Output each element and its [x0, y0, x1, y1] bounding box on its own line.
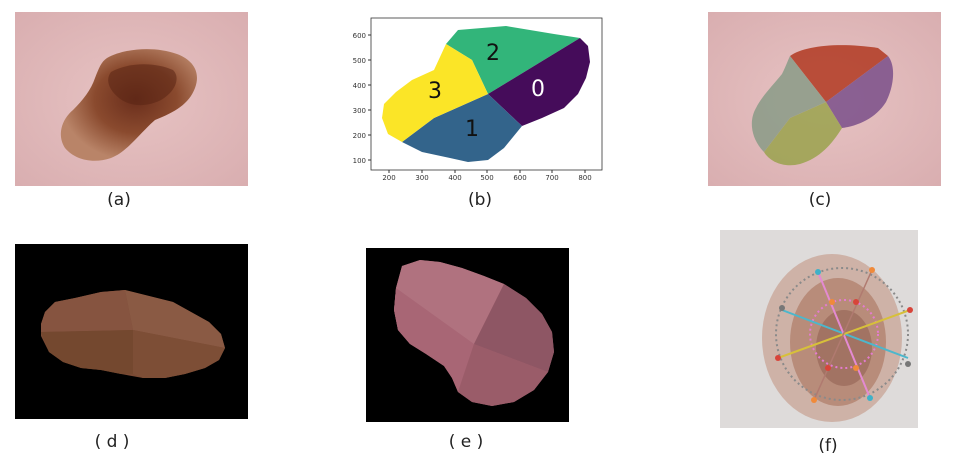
panel-a-lesion-photo	[15, 12, 248, 186]
panel-d-masked-lesion	[15, 244, 248, 419]
masked-lesion-pink	[394, 260, 554, 406]
caption-a: (a)	[107, 190, 131, 210]
y-tick-500: 500	[353, 57, 366, 65]
panel-c-overlay-photo	[708, 12, 941, 186]
x-tick-700: 700	[545, 174, 558, 182]
x-tick-600: 600	[513, 174, 526, 182]
segment-label-2: 2	[486, 41, 500, 66]
segment-3	[382, 44, 488, 142]
y-tick-400: 400	[353, 82, 366, 90]
x-tick-300: 300	[415, 174, 428, 182]
caption-d: ( d )	[94, 432, 130, 452]
caption-b: (b)	[467, 190, 493, 210]
symmetry-analysis-image	[720, 230, 918, 428]
x-tick-200: 200	[382, 174, 395, 182]
segment-2	[446, 26, 580, 94]
panel-e-masked-lesion	[366, 248, 569, 422]
segment-0	[488, 38, 590, 126]
lesion-photo-image	[15, 12, 248, 186]
y-tick-300: 300	[353, 107, 366, 115]
y-tick-200: 200	[353, 132, 366, 140]
x-tick-400: 400	[448, 174, 461, 182]
caption-f: (f)	[818, 436, 838, 456]
caption-e: ( e )	[448, 432, 484, 452]
caption-c: (c)	[808, 190, 832, 210]
panel-b-segment-plot: 2 0 3 1 200 300 400 500 600 700 800 100 …	[338, 14, 608, 186]
segment-1	[402, 94, 522, 162]
overlay-photo-image	[708, 12, 941, 186]
x-tick-500: 500	[480, 174, 493, 182]
segment-label-0: 0	[531, 77, 545, 102]
y-tick-600: 600	[353, 32, 366, 40]
y-tick-100: 100	[353, 157, 366, 165]
segment-label-1: 1	[465, 117, 479, 142]
segment-plot: 2 0 3 1 200 300 400 500 600 700 800 100 …	[353, 17, 603, 182]
x-tick-800: 800	[578, 174, 591, 182]
panel-f-symmetry-analysis	[720, 230, 918, 428]
masked-lesion-brown	[41, 290, 225, 378]
segment-label-3: 3	[428, 79, 442, 104]
